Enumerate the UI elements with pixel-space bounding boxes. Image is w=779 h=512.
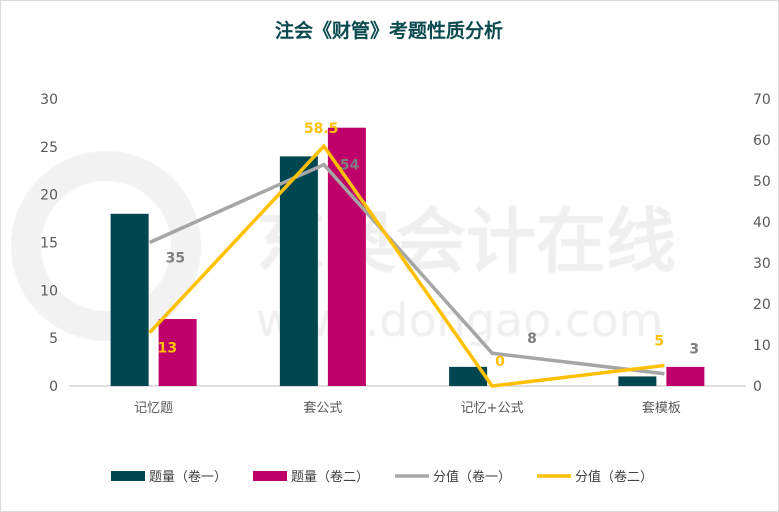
bar-1 [327, 127, 366, 386]
legend-label[interactable]: 分值（卷二） [575, 469, 653, 485]
right-tick-label: 0 [753, 379, 762, 395]
right-tick-label: 70 [753, 92, 771, 108]
category-label: 记忆题 [134, 400, 173, 416]
bar-0 [618, 376, 657, 386]
data-label: 3 [689, 342, 699, 358]
category-label: 套公式 [303, 400, 342, 416]
data-label: 5 [654, 334, 664, 350]
legend-label[interactable]: 分值（卷一） [433, 469, 511, 485]
right-tick-label: 50 [753, 174, 771, 190]
right-tick-label: 60 [753, 133, 771, 149]
data-label: 58.5 [304, 121, 339, 137]
left-tick-label: 20 [40, 188, 58, 204]
data-label: 35 [166, 251, 185, 267]
bar-0 [110, 213, 149, 386]
data-label: 13 [158, 341, 177, 357]
line-series-0 [148, 162, 665, 376]
right-tick-label: 30 [753, 256, 771, 272]
bar-0 [449, 366, 488, 386]
left-tick-label: 10 [40, 283, 58, 299]
legend-label[interactable]: 题量（卷二） [291, 469, 369, 485]
right-tick-label: 10 [753, 338, 771, 354]
data-label: 54 [340, 158, 360, 174]
left-tick-label: 25 [40, 140, 58, 156]
legend-label[interactable]: 题量（卷一） [149, 469, 227, 485]
chart-title: 注会《财管》考题性质分析 [275, 19, 503, 42]
right-tick-label: 20 [753, 297, 771, 313]
bar-1 [158, 319, 197, 386]
left-tick-label: 5 [49, 331, 58, 347]
data-label: 8 [527, 331, 537, 347]
legend-swatch [253, 471, 287, 481]
bar-0 [279, 156, 318, 386]
category-label: 记忆+公式 [461, 400, 524, 416]
data-label: 0 [495, 354, 505, 370]
left-tick-label: 15 [40, 236, 58, 252]
line-series-1 [148, 143, 665, 388]
bar-1 [666, 366, 705, 386]
left-tick-label: 30 [40, 92, 58, 108]
left-tick-label: 0 [49, 379, 58, 395]
legend-swatch [111, 471, 145, 481]
category-label: 套模板 [642, 400, 681, 416]
right-tick-label: 40 [753, 215, 771, 231]
